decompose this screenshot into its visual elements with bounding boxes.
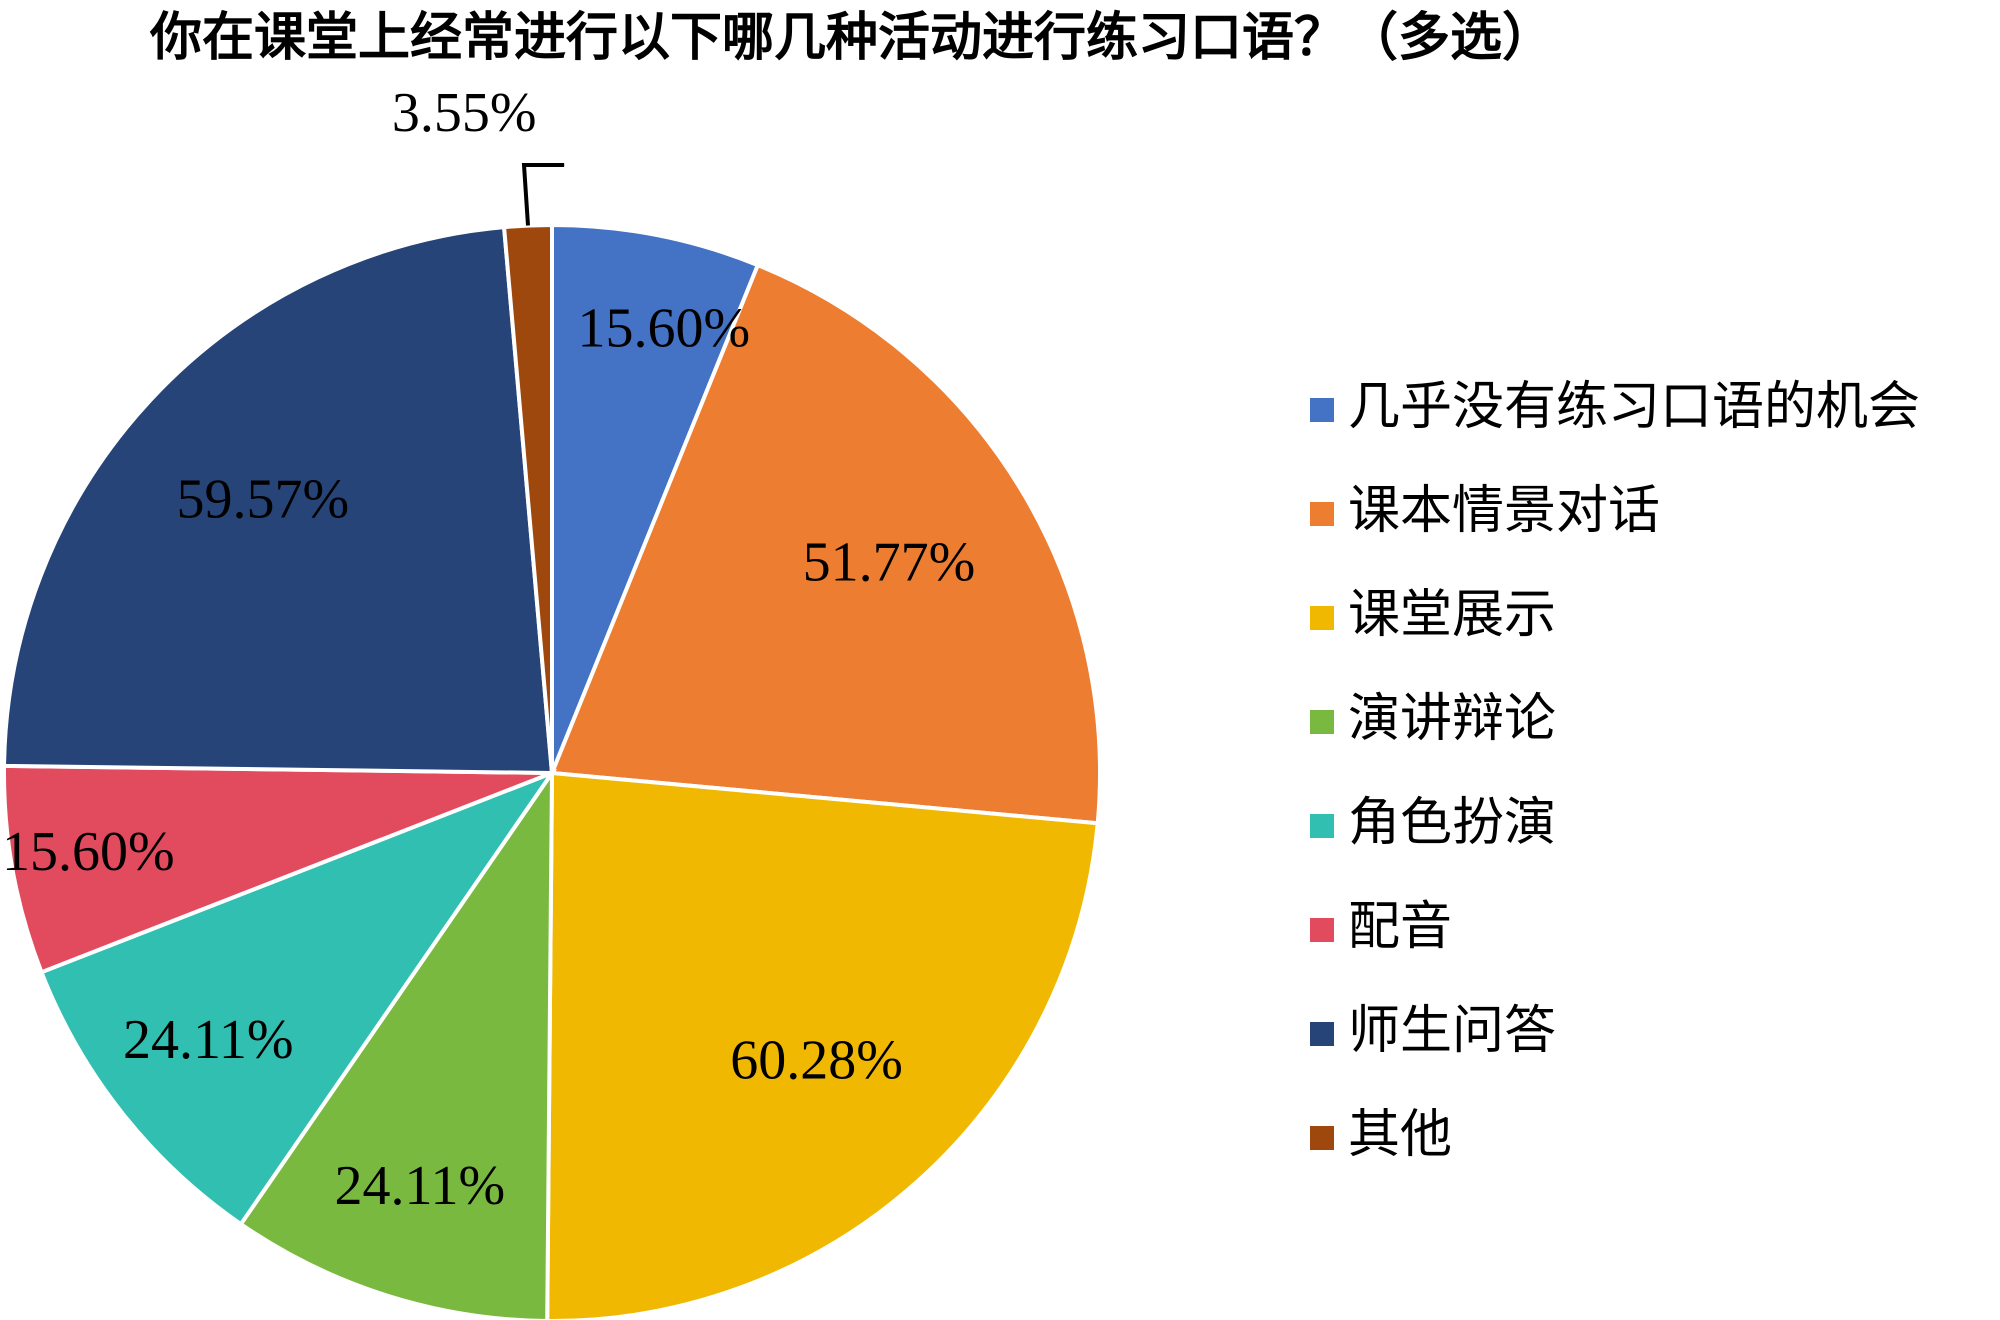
data-label: 15.60% bbox=[2, 821, 175, 883]
legend-swatch bbox=[1310, 918, 1334, 942]
legend-label: 角色扮演 bbox=[1348, 793, 1556, 853]
legend-label: 师生问答 bbox=[1348, 1001, 1556, 1061]
pie-slice bbox=[38, 768, 558, 1227]
legend-swatch bbox=[1310, 606, 1334, 630]
chart-title: 你在课堂上经常进行以下哪几种活动进行练习口语？（多选） bbox=[149, 8, 1554, 68]
legend-label: 课本情景对话 bbox=[1348, 481, 1660, 541]
data-label: 51.77% bbox=[803, 532, 976, 594]
data-label: 3.55% bbox=[392, 82, 537, 144]
legend-swatch bbox=[1310, 398, 1334, 422]
pie-slice bbox=[545, 770, 1100, 1320]
data-labels: 15.60% 51.77% 60.28% 24.11% 24.11% 15.60% 59.5… bbox=[2, 82, 975, 1217]
legend-label: 几乎没有练习口语的机会 bbox=[1348, 377, 1920, 437]
data-label: 24.11% bbox=[123, 1009, 294, 1071]
pie-slice bbox=[501, 222, 554, 774]
pie-slice bbox=[2, 224, 555, 776]
data-label: 60.28% bbox=[730, 1030, 903, 1092]
legend-label: 其他 bbox=[1348, 1105, 1452, 1165]
legend-label: 演讲辩论 bbox=[1348, 689, 1556, 749]
legend-label: 配音 bbox=[1348, 897, 1452, 957]
legend-swatch bbox=[1310, 1126, 1334, 1150]
legend-swatch bbox=[1310, 814, 1334, 838]
legend-swatch bbox=[1310, 710, 1334, 734]
legend-swatch bbox=[1310, 502, 1334, 526]
pie-slice bbox=[549, 262, 1102, 826]
pie-slice bbox=[2, 763, 553, 975]
data-label: 24.11% bbox=[335, 1155, 506, 1217]
data-label: 15.60% bbox=[577, 297, 750, 359]
data-label: 59.57% bbox=[176, 468, 349, 530]
pie-slice bbox=[550, 222, 761, 774]
legend-swatch bbox=[1310, 1022, 1334, 1046]
pie-slices bbox=[2, 222, 1102, 1320]
legend-label: 课堂展示 bbox=[1348, 585, 1556, 645]
leader-line bbox=[521, 163, 565, 226]
